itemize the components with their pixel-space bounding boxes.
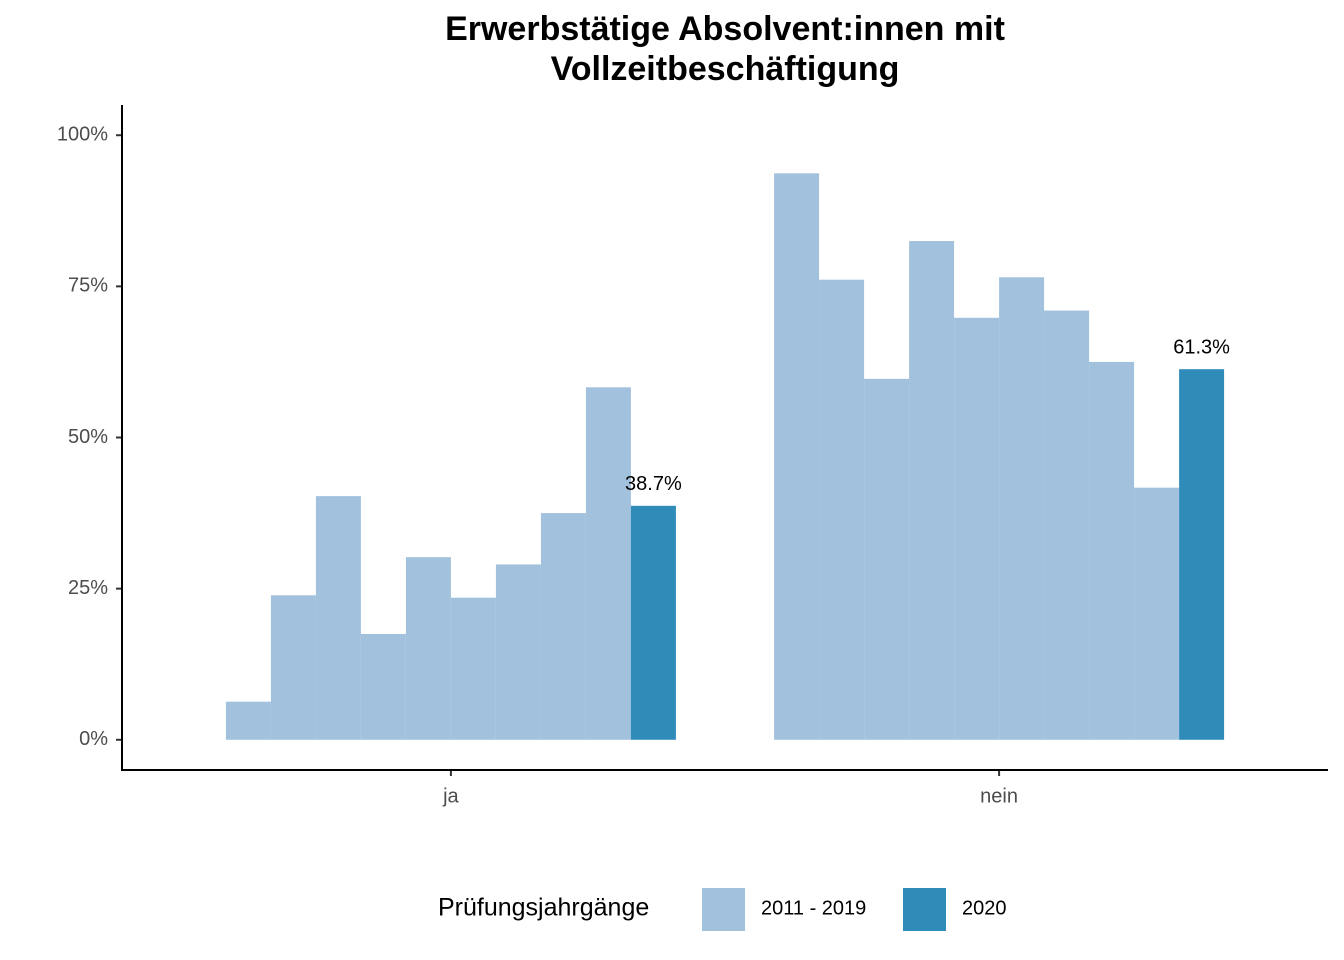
- bar: [1134, 487, 1180, 740]
- bar: [1089, 361, 1135, 740]
- bar: [954, 317, 1000, 740]
- bar: [540, 513, 586, 740]
- bar: [999, 277, 1045, 740]
- chart-title: Erwerbstätige Absolvent:innen mit: [445, 10, 1005, 48]
- legend-key: [903, 888, 946, 931]
- bar: [585, 387, 631, 740]
- y-tick-label: 75%: [68, 275, 108, 297]
- x-tick-label: nein: [980, 785, 1018, 807]
- legend-label: 2020: [962, 897, 1007, 919]
- bar: [909, 241, 955, 740]
- legend-label: 2011 - 2019: [761, 897, 866, 919]
- y-tick-label: 0%: [79, 728, 108, 750]
- y-tick-label: 100%: [57, 124, 108, 146]
- bar: [270, 595, 316, 740]
- legend-key: [702, 888, 745, 931]
- bar: [495, 564, 541, 740]
- bar: [225, 701, 271, 740]
- bar: [630, 505, 676, 740]
- chart-title: Vollzeitbeschäftigung: [551, 50, 900, 88]
- bar: [1179, 369, 1225, 740]
- bar: [405, 557, 451, 740]
- bar: [315, 496, 361, 740]
- bar: [1044, 310, 1090, 740]
- y-tick-label: 25%: [68, 577, 108, 599]
- legend-title: Prüfungsjahrgänge: [438, 894, 649, 922]
- data-label: 38.7%: [625, 473, 682, 495]
- bar: [864, 378, 910, 740]
- data-label: 61.3%: [1173, 336, 1230, 358]
- bar: [774, 173, 820, 740]
- y-tick-label: 50%: [68, 426, 108, 448]
- bar: [450, 597, 496, 740]
- x-tick-label: ja: [442, 785, 459, 807]
- bar: [360, 633, 406, 740]
- bar: [819, 279, 865, 740]
